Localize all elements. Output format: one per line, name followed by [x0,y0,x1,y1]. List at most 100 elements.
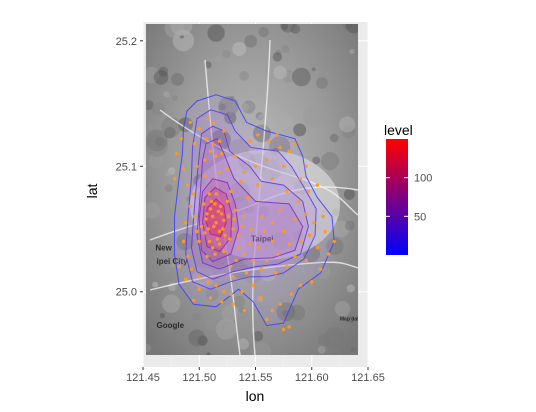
terrain-blotch [293,123,307,137]
road [149,261,358,291]
data-point [222,218,226,222]
contour-line-level-20 [185,109,317,290]
data-point [285,264,289,269]
terrain-blotch [253,124,271,143]
data-point [326,252,331,256]
data-point [304,258,308,263]
data-point [253,164,258,168]
legend-tick-label: 100 [414,173,432,185]
data-point [248,242,252,246]
terrain-blotch [146,183,148,188]
terrain-blotch [347,316,355,324]
terrain-blotch [161,116,182,137]
data-point [215,237,219,241]
data-point [260,214,264,219]
terrain-blotch [204,61,212,69]
terrain-blotch [146,129,168,152]
terrain-blotch [148,152,164,169]
data-point [274,271,278,275]
terrain-blotch [320,152,339,171]
data-point [287,242,291,246]
data-point [172,177,177,181]
data-point [229,292,233,296]
density-fill-level-30 [191,126,309,280]
data-point [307,233,312,237]
y-axis-title: lat [84,184,100,199]
data-point [220,212,224,216]
terrain-blotch [238,307,245,313]
terrain-blotch [146,66,160,84]
data-point [225,199,230,204]
terrain-blotch [332,220,350,238]
data-point [293,254,297,259]
data-point [270,308,275,313]
data-point [205,254,209,259]
data-point [293,217,297,221]
terrain-blotch [339,116,356,133]
data-point [242,170,246,175]
data-point [304,212,308,216]
terrain-blotch [272,52,283,62]
data-point [191,192,196,196]
terrain-blotch [236,306,249,319]
terrain-blotch [282,69,295,83]
data-point [270,239,275,244]
legend-colorbar [386,139,408,255]
terrain-blotch [170,262,176,268]
data-point [217,170,222,175]
data-point [229,264,233,269]
data-point [195,229,199,234]
terrain-blotch [167,167,176,175]
data-point [225,167,230,171]
terrain-blotch [192,312,201,321]
data-point [204,137,208,141]
data-point [306,189,311,194]
terrain-texture [146,24,358,355]
terrain-blotch [172,29,195,52]
data-point [221,227,225,231]
data-point [332,239,336,244]
terrain-blotch [207,24,225,42]
terrain-blotch [178,346,187,355]
data-point [262,229,267,234]
terrain-blotch [165,171,171,177]
x-tick-label: 121.60 [295,372,329,384]
road [159,109,358,216]
density-contour-layer [174,94,335,327]
data-point [220,300,224,304]
terrain-blotch [164,184,173,193]
data-point [222,129,226,133]
map-label: Google [157,321,185,330]
data-point [214,154,218,158]
data-point [315,246,320,250]
terrain-blotch [330,133,339,143]
data-point [208,296,213,300]
x-tick-label: 121.65 [351,372,385,384]
data-point [223,233,227,237]
terrain-blotch [282,71,290,79]
data-point [278,145,282,150]
terrain-blotch [290,24,301,34]
terrain-blotch [275,49,282,56]
terrain-blotch [317,346,326,354]
terrain-blotch [242,100,256,114]
map-label: ipei City [157,257,189,266]
terrain-blotch [292,67,311,87]
terrain-blotch [316,77,328,89]
data-point [256,183,260,187]
data-point [287,325,291,329]
data-point [242,252,246,256]
data-point [195,164,199,168]
data-point [248,139,252,143]
data-point [242,214,246,219]
data-point [276,252,280,256]
data-point [227,237,232,241]
data-point [217,229,222,234]
terrain-blotch [162,294,181,313]
data-point [211,214,215,219]
terrain-blotch [283,116,294,127]
data-point [281,164,286,168]
terrain-blotch [163,252,186,275]
data-point [213,252,217,256]
